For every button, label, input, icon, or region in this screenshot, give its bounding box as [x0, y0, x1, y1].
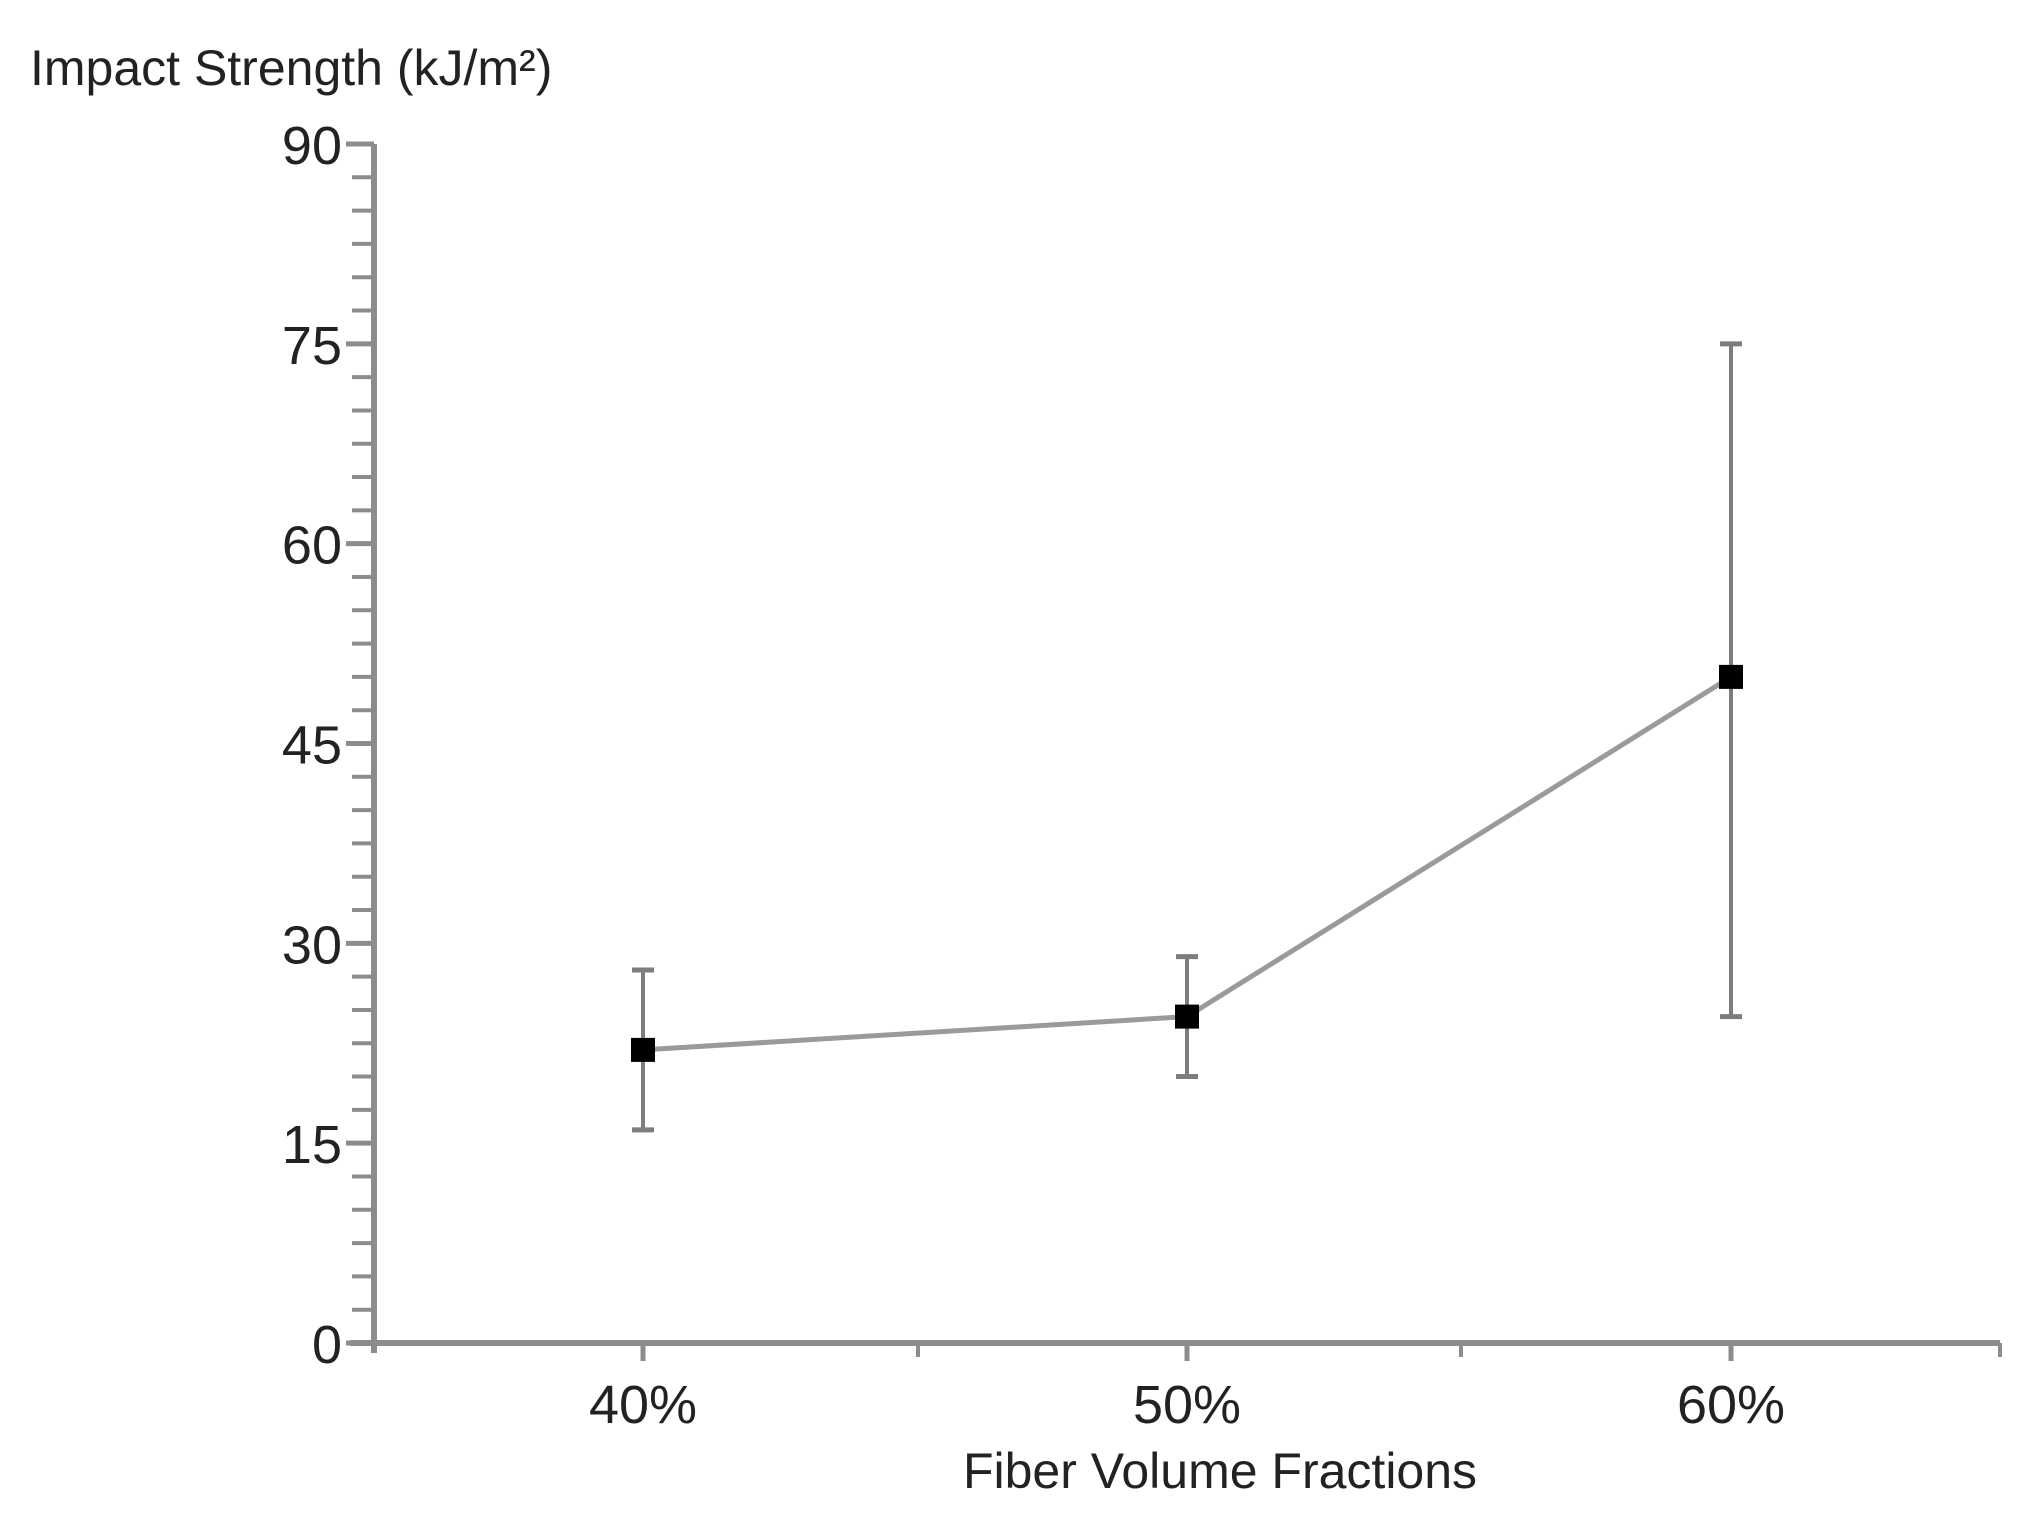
y-axis-title: Impact Strength (kJ/m²) [30, 40, 552, 96]
data-point [1719, 664, 1743, 689]
x-tick-label: 60% [1677, 1375, 1785, 1435]
x-tick-label: 40% [589, 1375, 697, 1435]
series-layer [631, 341, 1743, 1133]
y-tick-label: 60 [282, 516, 342, 576]
axes: 0 15 30 45 60 75 90 40% 50% 60% [282, 116, 2002, 1435]
x-tick-label: 50% [1133, 1375, 1241, 1435]
y-tick-label: 0 [312, 1315, 342, 1375]
y-tick-label: 75 [282, 316, 342, 376]
x-axis-title: Fiber Volume Fractions [963, 1443, 1477, 1499]
data-point [1175, 1004, 1199, 1029]
y-tick-label: 45 [282, 716, 342, 776]
y-tick-label: 15 [282, 1115, 342, 1175]
data-point [631, 1037, 655, 1062]
y-tick-label: 90 [282, 116, 342, 176]
y-tick-label: 30 [282, 915, 342, 975]
